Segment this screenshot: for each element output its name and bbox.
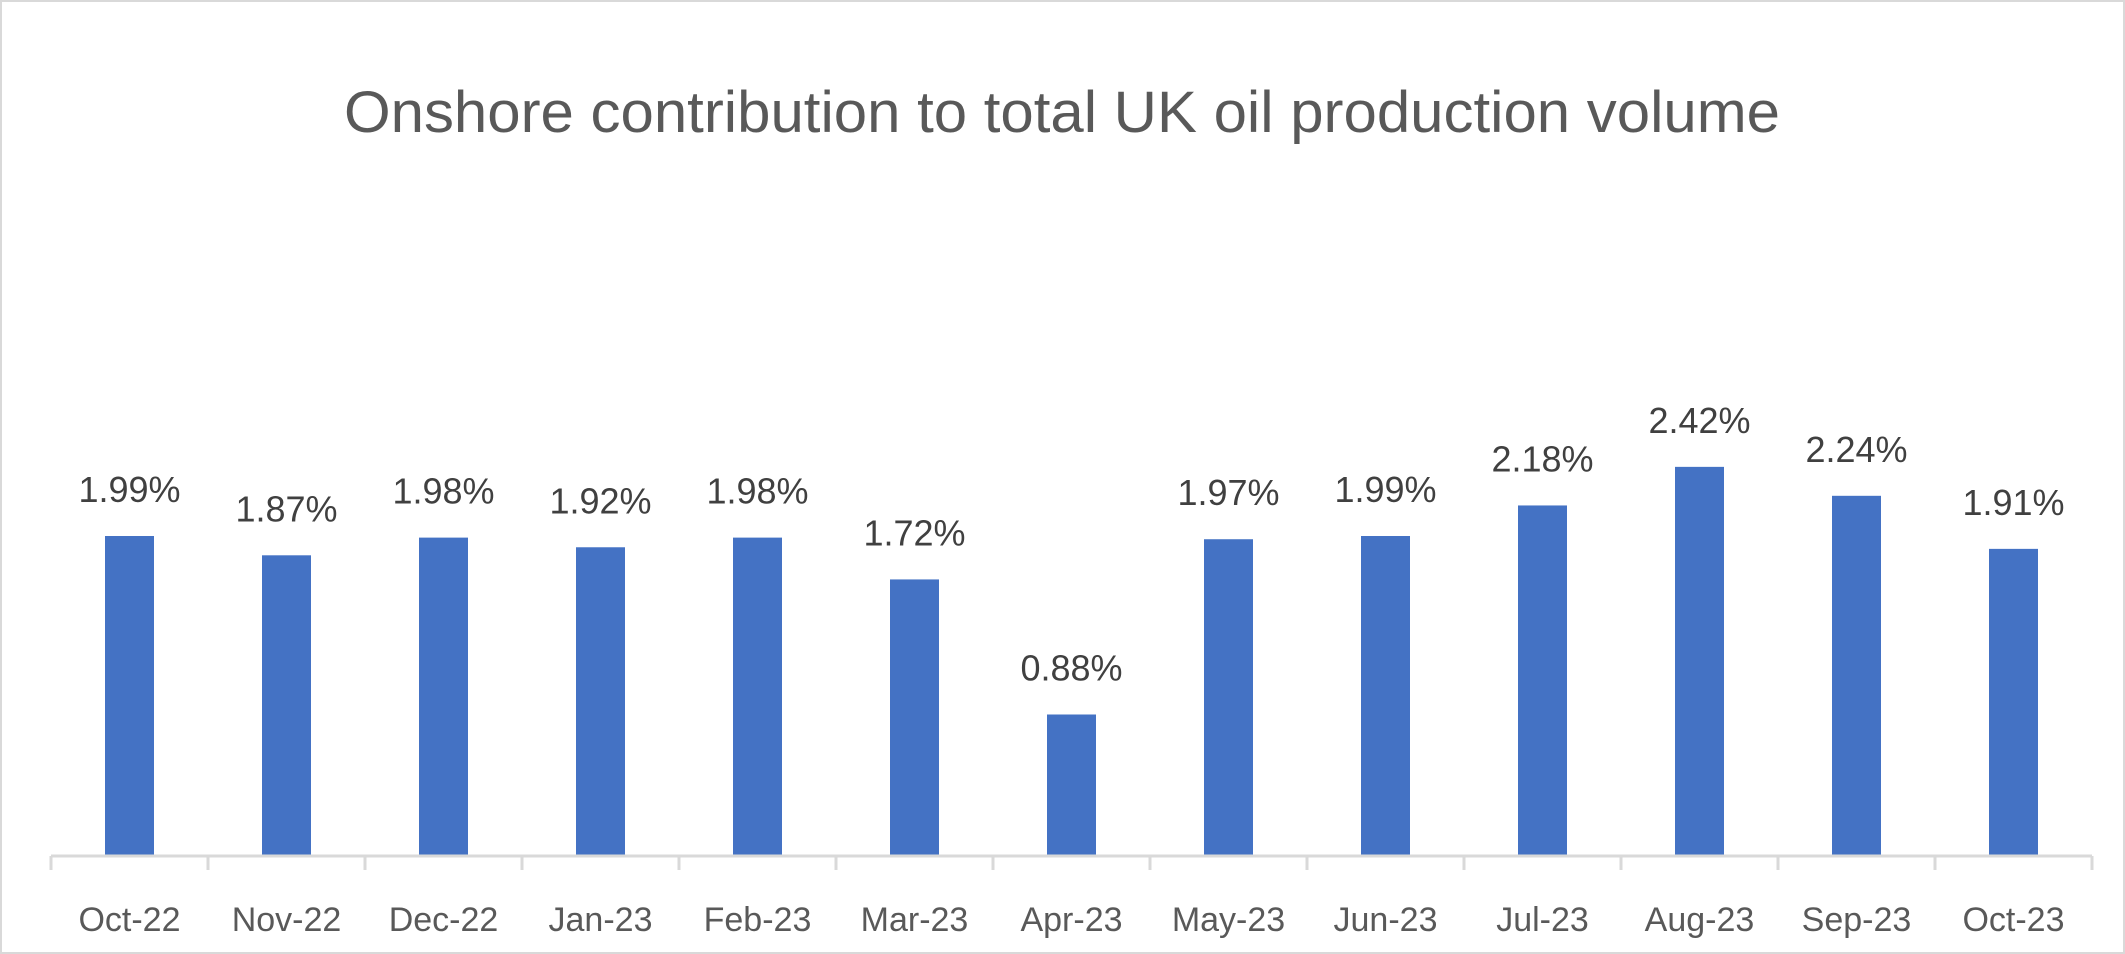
bar-sep-23 <box>1832 495 1881 856</box>
data-label: 1.87% <box>235 488 337 529</box>
x-tick-label: Nov-22 <box>232 901 342 939</box>
x-tick-label: Mar-23 <box>861 901 969 939</box>
x-tick-label: Jun-23 <box>1334 901 1438 939</box>
data-label: 1.99% <box>78 469 180 510</box>
data-label: 1.98% <box>706 471 808 512</box>
data-label: 1.92% <box>549 480 651 521</box>
bar-mar-23 <box>890 579 939 856</box>
bar-may-23 <box>1204 539 1253 856</box>
bar-feb-23 <box>733 537 782 856</box>
x-tick-label: May-23 <box>1172 901 1285 939</box>
x-tick-label: Dec-22 <box>389 901 499 939</box>
data-label: 2.42% <box>1648 400 1750 441</box>
bar-aug-23 <box>1675 466 1724 856</box>
x-tick-label: Sep-23 <box>1802 901 1912 939</box>
x-tick-label: Feb-23 <box>704 901 812 939</box>
x-tick-label: Oct-23 <box>1962 901 2064 939</box>
data-label: 1.72% <box>863 512 965 553</box>
x-tick-label: Oct-22 <box>78 901 180 939</box>
x-tick-label: Jul-23 <box>1496 901 1589 939</box>
bar-jul-23 <box>1518 505 1567 856</box>
x-tick-label: Jan-23 <box>549 901 653 939</box>
bar-jun-23 <box>1361 536 1410 856</box>
data-label: 2.18% <box>1491 438 1593 479</box>
data-label: 0.88% <box>1020 647 1122 688</box>
data-label: 2.24% <box>1805 429 1907 470</box>
x-tick-label: Aug-23 <box>1645 901 1755 939</box>
data-label: 1.97% <box>1177 472 1279 513</box>
bar-oct-23 <box>1989 548 2038 856</box>
bar-oct-22 <box>105 536 154 856</box>
bar-dec-22 <box>419 537 468 856</box>
chart-title: Onshore contribution to total UK oil pro… <box>344 80 1780 145</box>
data-label: 1.98% <box>392 471 494 512</box>
data-label: 1.91% <box>1962 482 2064 523</box>
bar-nov-22 <box>262 555 311 856</box>
bar-apr-23 <box>1047 714 1096 856</box>
x-tick-label: Apr-23 <box>1020 901 1122 939</box>
bar-jan-23 <box>576 547 625 856</box>
data-label: 1.99% <box>1334 469 1436 510</box>
